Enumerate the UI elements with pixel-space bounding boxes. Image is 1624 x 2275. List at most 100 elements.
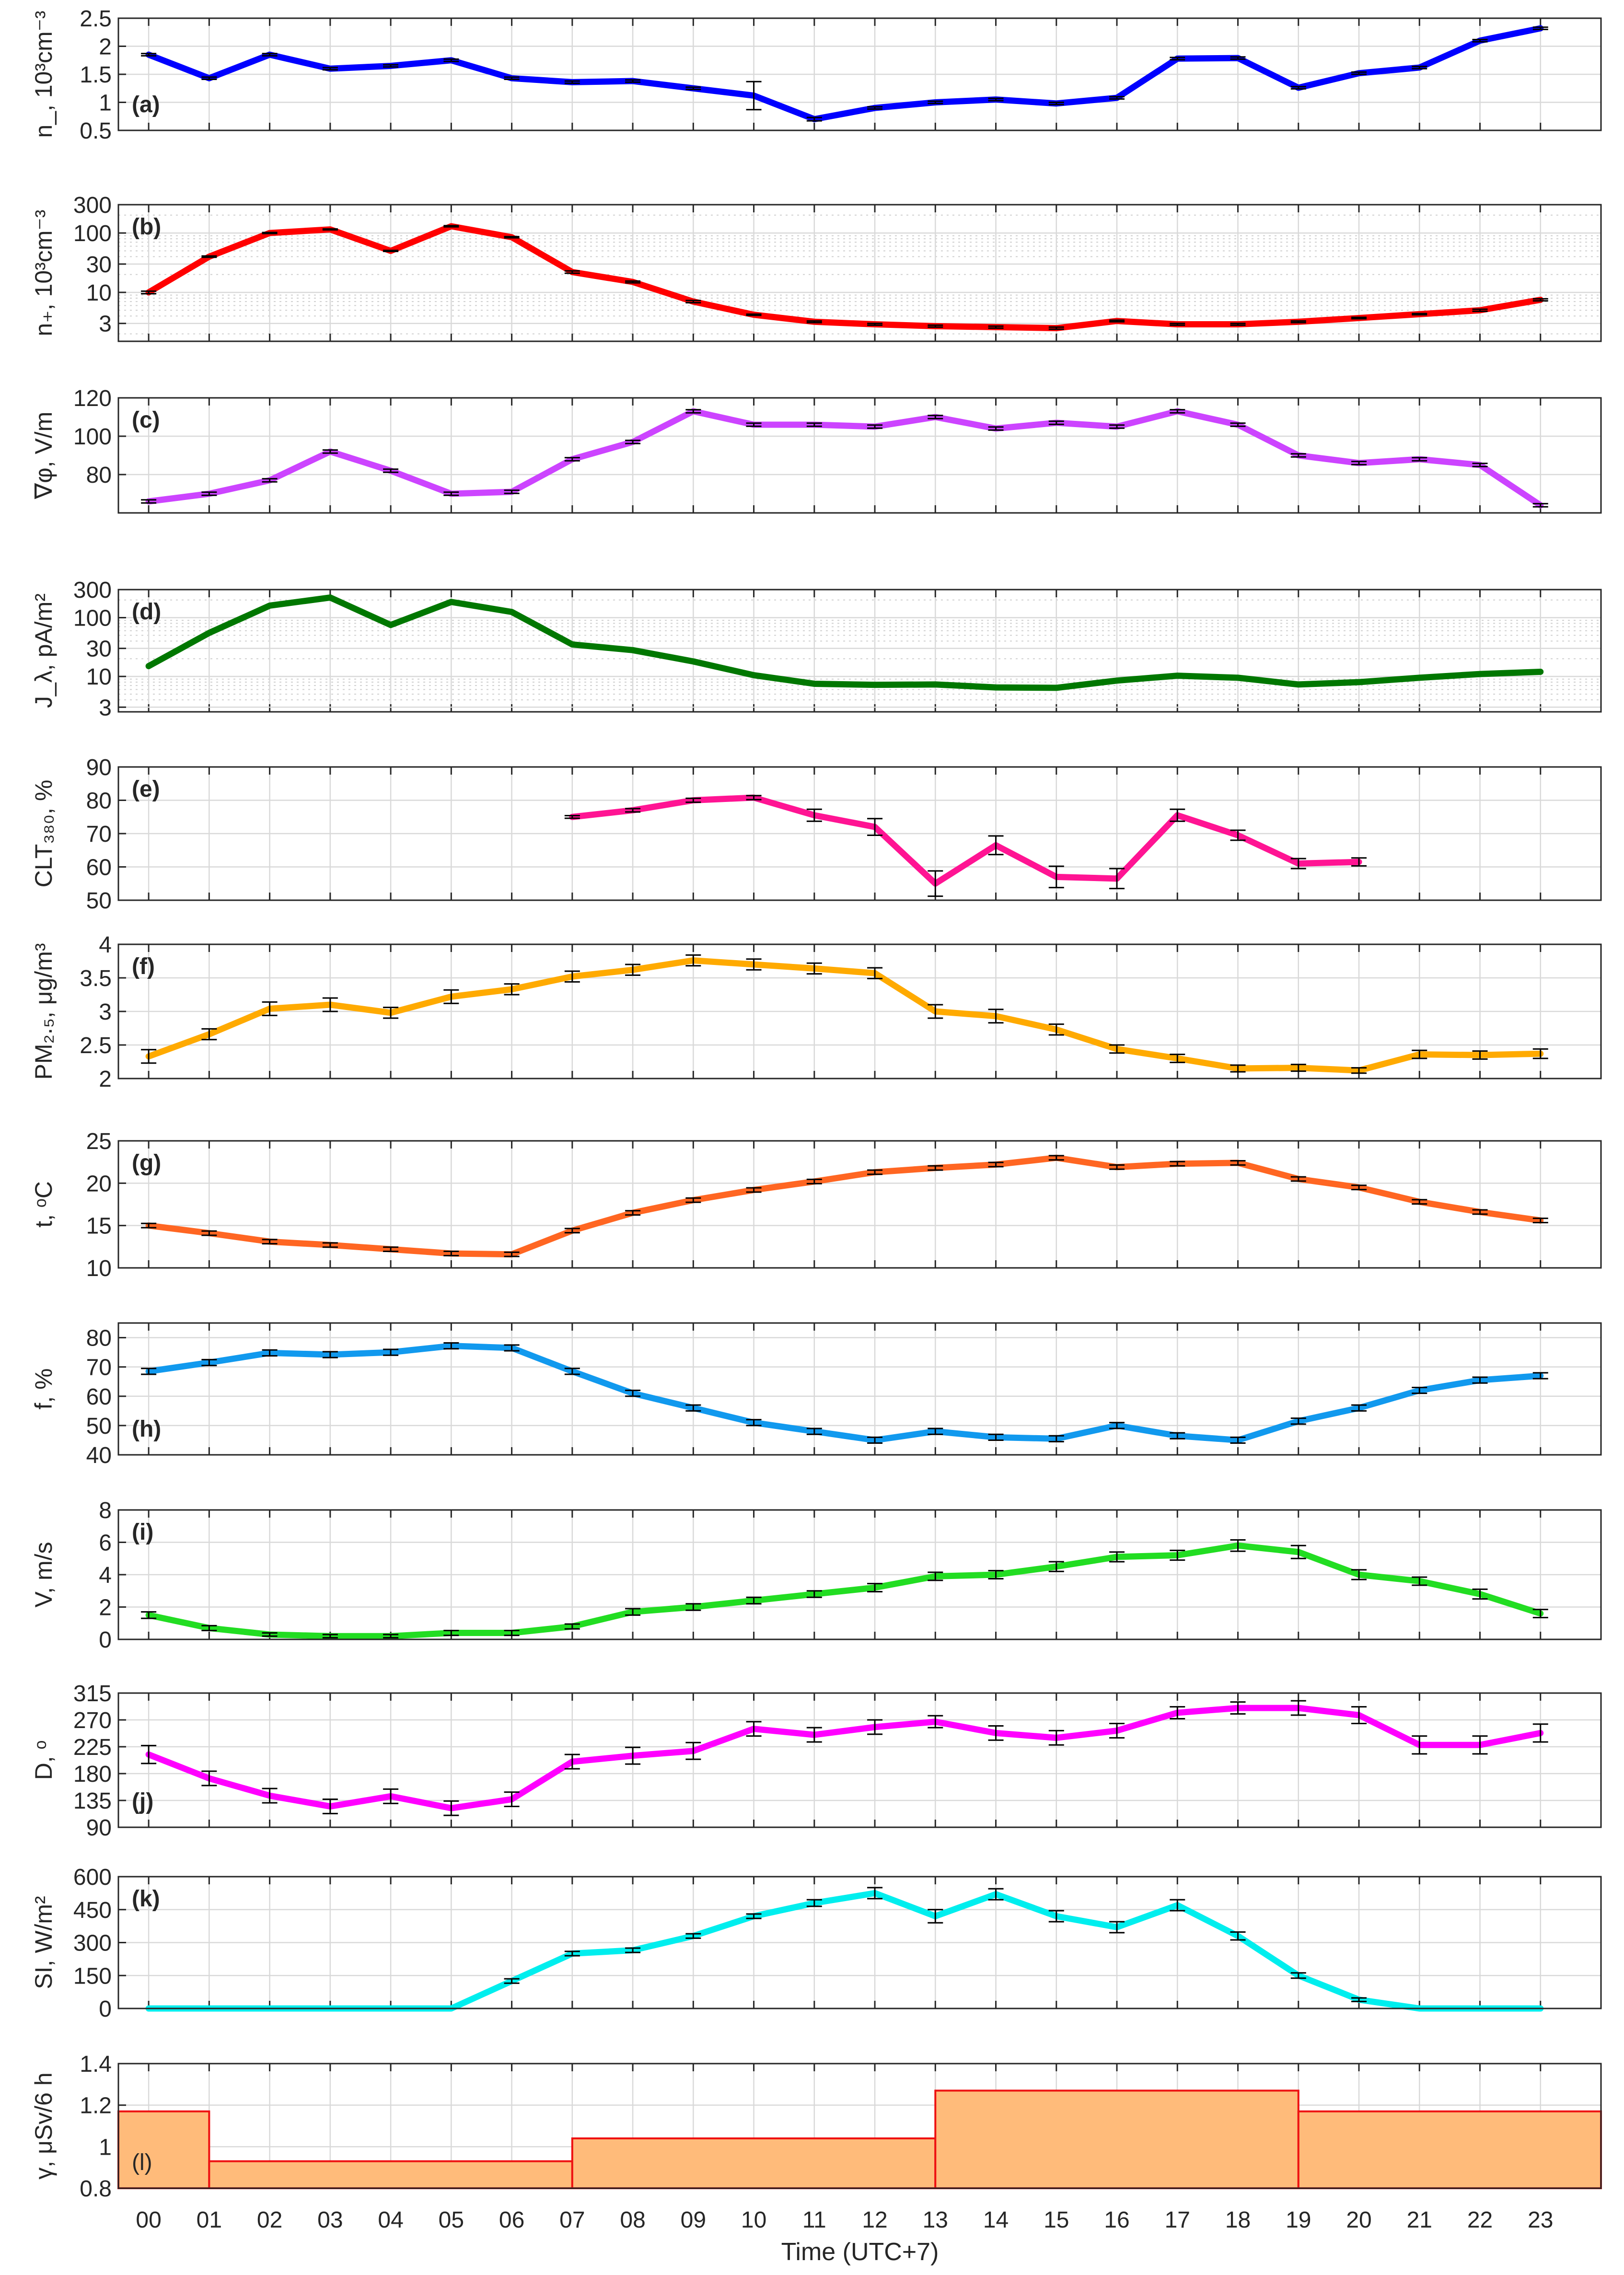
error-bar — [746, 1419, 762, 1427]
y-tick-label: 50 — [86, 1414, 112, 1439]
panel-tag: (b) — [132, 214, 161, 240]
error-bar — [1109, 96, 1125, 100]
error-bar — [141, 1611, 157, 1619]
error-bar — [564, 457, 580, 462]
panel-c: 80 100 120 (c) ∇φ, V/m — [30, 386, 1602, 514]
plot-area — [117, 589, 1602, 713]
x-tick-label: 02 — [257, 2207, 282, 2233]
error-bar — [988, 97, 1004, 102]
x-tick-label: 12 — [862, 2207, 887, 2233]
error-bar — [867, 967, 883, 979]
error-bar — [625, 1210, 641, 1216]
error-bar — [1230, 829, 1246, 841]
axis-box — [117, 589, 1602, 713]
y-axis-title: J_λ, pA/m² — [30, 593, 57, 708]
y-tick-label: 1.5 — [80, 62, 112, 88]
error-bar — [1290, 86, 1306, 90]
error-bar — [201, 1625, 217, 1631]
y-tick-label: 2.5 — [80, 1033, 112, 1058]
error-bar — [806, 808, 822, 822]
axis-box — [117, 204, 1602, 342]
error-bar — [1230, 1701, 1246, 1715]
error-bar — [746, 422, 762, 427]
error-bar — [685, 1197, 701, 1203]
y-tick-label: 70 — [86, 1355, 112, 1381]
panel-tag: (e) — [132, 777, 160, 802]
error-bar — [1351, 316, 1367, 320]
error-bar — [141, 53, 157, 57]
error-bar — [322, 1351, 338, 1358]
x-tick-label: 00 — [136, 2207, 161, 2233]
error-bar — [867, 424, 883, 429]
error-bar — [988, 1009, 1004, 1024]
x-tick-label: 10 — [741, 2207, 766, 2233]
series-line — [145, 957, 1544, 1074]
panel-i: 0 2 4 6 8 (i) V, m/s — [30, 1498, 1602, 1653]
error-bar — [1048, 102, 1064, 105]
series-line — [145, 1154, 1544, 1258]
error-bar — [1230, 1539, 1246, 1552]
axis-box — [117, 1140, 1602, 1269]
panel-tag: (k) — [132, 1886, 160, 1912]
error-bar — [322, 1242, 338, 1248]
y-tick-label: 135 — [73, 1788, 112, 1814]
error-bar — [1170, 409, 1185, 414]
error-bar — [806, 320, 822, 324]
y-tick-label: 120 — [73, 386, 112, 411]
x-tick-label: 19 — [1286, 2207, 1311, 2233]
error-bar — [383, 249, 399, 252]
error-bar — [685, 1404, 701, 1412]
error-bar — [1230, 323, 1246, 326]
panel-g: 10 15 20 25 (g) t, ᵒC — [30, 1129, 1602, 1281]
error-bar — [262, 1632, 278, 1637]
panel-tag: (a) — [132, 92, 160, 117]
x-tick-label: 04 — [378, 2207, 403, 2233]
error-bar — [1351, 1184, 1367, 1191]
step-bar — [208, 2160, 573, 2189]
x-tick-label: 11 — [802, 2207, 826, 2233]
y-axis-title: t, ᵒC — [30, 1181, 57, 1228]
error-bar — [685, 954, 701, 967]
x-tick-label: 21 — [1407, 2207, 1432, 2233]
error-bar — [1170, 1161, 1185, 1167]
y-tick-label: 3 — [99, 695, 112, 720]
y-tick-label: 100 — [73, 424, 112, 450]
y-tick-label: 300 — [73, 578, 112, 603]
x-tick-label: 17 — [1165, 2207, 1190, 2233]
y-tick-label: 4 — [99, 932, 112, 958]
error-bar — [1230, 1436, 1246, 1444]
error-bar — [564, 1368, 580, 1375]
error-bar — [504, 236, 520, 239]
y-tick-label: 450 — [73, 1898, 112, 1923]
y-tick-label: 3.5 — [80, 966, 112, 991]
panel-a: 0.51 1.52 2.5 (a) n_, 10³cm⁻³ — [30, 6, 1602, 144]
error-bar — [928, 1165, 943, 1171]
y-tick-label: 40 — [86, 1443, 112, 1468]
x-tick-label: 09 — [681, 2207, 706, 2233]
error-bar — [504, 1251, 520, 1257]
y-tick-label: 80 — [86, 1326, 112, 1351]
y-axis-title: f, % — [30, 1368, 57, 1409]
error-bar — [504, 1791, 520, 1807]
y-tick-label: 25 — [86, 1129, 112, 1154]
error-bar — [988, 1888, 1004, 1901]
error-bar — [383, 1007, 399, 1019]
error-bar — [504, 1629, 520, 1637]
plot-area — [117, 1322, 1602, 1456]
y-tick-label: 300 — [73, 193, 112, 218]
error-bar — [322, 449, 338, 454]
error-bar — [685, 86, 701, 91]
error-bar — [806, 1178, 822, 1184]
error-bar — [443, 225, 459, 228]
error-bar — [928, 1909, 943, 1924]
error-bar — [383, 64, 399, 68]
error-bar — [1472, 1209, 1488, 1215]
error-bar — [1412, 1199, 1427, 1205]
error-bar — [262, 1001, 278, 1016]
error-bar — [1472, 1376, 1488, 1384]
error-bar — [1290, 1176, 1306, 1182]
y-tick-label: 1.2 — [80, 2093, 112, 2119]
error-bar — [867, 818, 883, 836]
